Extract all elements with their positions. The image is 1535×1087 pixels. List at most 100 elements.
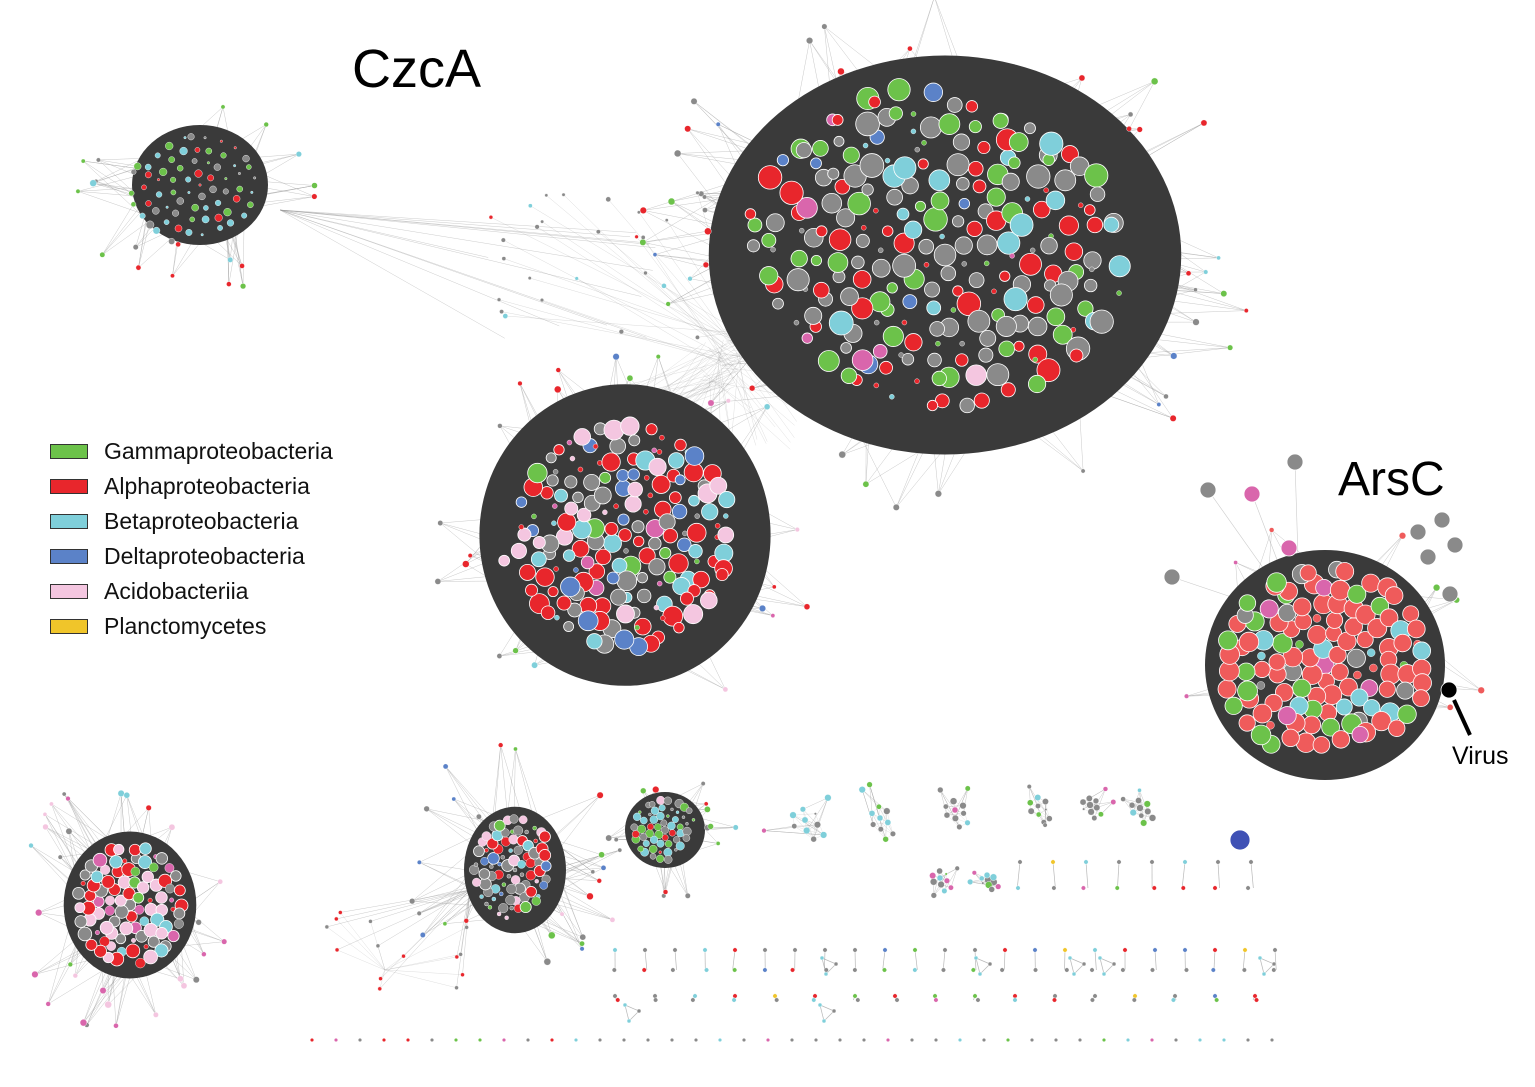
network-node [312,194,318,200]
network-node [973,994,977,998]
network-node [657,449,662,454]
network-node [852,350,873,371]
network-node [602,510,607,515]
edge [280,210,641,297]
network-node [651,807,659,815]
network-node [201,233,204,236]
network-node [952,807,958,813]
network-node [29,843,34,848]
network-node [1081,886,1085,890]
network-node [977,235,997,255]
network-node [1025,196,1030,201]
edge [820,1005,834,1011]
network-node [1295,640,1303,648]
network-node [853,994,857,998]
network-node [1253,704,1272,723]
network-node [207,175,213,181]
network-node [938,881,945,888]
network-node [1130,809,1137,816]
network-node [378,987,382,991]
network-node [203,205,208,210]
network-node [135,958,145,968]
network-node [937,787,943,793]
network-node [505,916,509,920]
network-node [883,808,890,815]
edge [537,227,737,356]
network-node [1103,787,1108,792]
network-node [78,927,92,941]
network-node [180,147,188,155]
network-node [814,812,817,815]
network-node [368,919,372,923]
network-node [1045,808,1048,811]
network-node [899,352,904,357]
taxonomy-legend: Gammaproteobacteria Alphaproteobacteria … [50,434,333,644]
network-node [816,226,827,237]
network-node [1132,998,1136,1002]
network-node [1379,681,1395,697]
network-node [723,687,728,692]
network-node [660,547,671,558]
network-node [1051,860,1055,864]
network-node [944,812,950,818]
network-node [682,531,687,536]
network-node [976,998,980,1002]
edge [385,970,463,975]
network-node [704,968,708,972]
network-node [856,234,869,247]
edge [625,1005,629,1021]
network-node [1413,642,1431,660]
network-node [1102,1038,1106,1042]
network-node [1326,612,1342,628]
network-node [793,948,797,952]
network-node [129,190,135,196]
arsc-satellite-node [1434,512,1450,528]
network-node [669,554,688,573]
network-node [68,962,73,967]
network-node [1013,994,1017,998]
network-node [221,105,225,109]
network-node [1126,1038,1130,1042]
network-node [878,826,883,831]
network-node [1129,802,1135,808]
network-node [814,821,821,828]
network-node [100,921,113,934]
network-node [561,577,581,597]
network-node [1127,126,1132,131]
network-node [464,918,469,923]
network-node [1010,214,1033,237]
network-node [1111,799,1116,804]
network-node [507,884,517,894]
edge [1243,950,1245,970]
network-node [498,743,503,748]
network-node [646,424,657,435]
network-node [580,934,586,940]
network-node [506,895,516,905]
network-node [546,453,556,463]
network-node [243,155,250,162]
network-node [929,170,950,191]
network-node [507,874,511,878]
network-node [459,952,463,956]
network-node [876,804,881,809]
network-node [1128,112,1133,117]
network-node [100,987,106,993]
network-node [708,400,714,406]
network-node [402,954,406,958]
network-node [192,158,197,163]
network-node [1399,532,1406,539]
network-node [1016,886,1020,890]
network-node [531,662,537,668]
network-node [554,445,564,455]
network-node [762,233,776,247]
edge [1100,958,1114,964]
network-node [979,348,993,362]
network-node [1133,994,1137,998]
network-node [671,968,675,972]
arsc-satellite-node [1164,569,1180,585]
network-node [1267,573,1287,593]
network-node [1014,341,1024,351]
network-node [153,227,160,234]
network-node [1157,402,1161,406]
edge [940,790,947,815]
